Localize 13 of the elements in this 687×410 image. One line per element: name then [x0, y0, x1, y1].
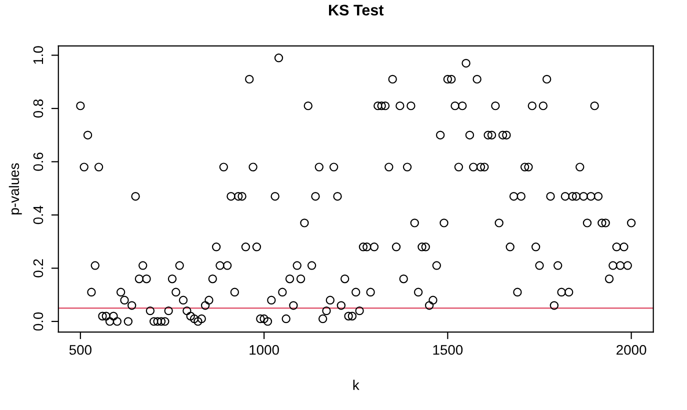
y-tick-label: 0.2 — [33, 259, 44, 278]
y-tick-label: 0.0 — [33, 312, 44, 331]
x-axis-title: k — [353, 380, 360, 390]
y-tick-label: 0.6 — [33, 152, 44, 171]
x-tick-label: 2000 — [616, 344, 646, 355]
y-tick-label: 1.0 — [33, 46, 44, 64]
y-tick-label: 0.4 — [33, 206, 44, 224]
chart-title: KS Test — [329, 4, 384, 16]
y-axis-title: p-values — [8, 163, 22, 214]
x-tick-label: 1000 — [250, 344, 279, 355]
y-tick-label: 0.8 — [33, 99, 44, 118]
x-tick-label: 500 — [69, 344, 92, 355]
x-tick-label: 1500 — [433, 344, 463, 355]
